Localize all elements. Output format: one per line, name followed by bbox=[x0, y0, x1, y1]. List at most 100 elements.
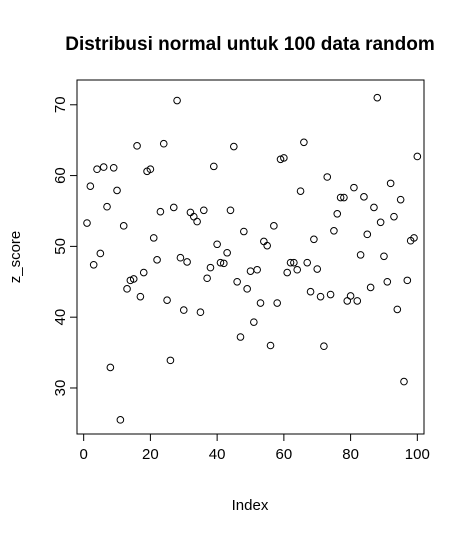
data-point bbox=[223, 248, 231, 257]
data-point bbox=[403, 276, 412, 285]
data-point bbox=[109, 163, 118, 172]
data-point bbox=[356, 251, 365, 259]
data-point bbox=[296, 187, 305, 195]
data-point bbox=[86, 182, 95, 190]
y-tick-label: 60 bbox=[52, 167, 69, 184]
data-point bbox=[96, 249, 105, 258]
data-point bbox=[380, 252, 388, 261]
data-point bbox=[169, 203, 178, 212]
data-point bbox=[196, 308, 205, 317]
data-point bbox=[159, 139, 168, 148]
data-point bbox=[240, 227, 248, 236]
data-point bbox=[179, 306, 188, 314]
chart-title: Distribusi normal untuk 100 data random bbox=[65, 34, 435, 55]
data-point bbox=[280, 154, 288, 162]
data-point bbox=[413, 152, 422, 161]
data-point bbox=[250, 318, 258, 326]
data-point bbox=[273, 299, 281, 307]
data-point bbox=[266, 341, 275, 350]
data-point bbox=[330, 227, 338, 235]
data-point bbox=[366, 283, 375, 292]
data-point bbox=[209, 162, 218, 171]
y-tick-label: 50 bbox=[52, 238, 69, 255]
y-tick-label: 70 bbox=[52, 96, 69, 113]
data-point bbox=[129, 275, 138, 283]
data-point bbox=[99, 163, 108, 171]
data-point bbox=[166, 356, 175, 365]
data-point bbox=[106, 363, 115, 372]
data-point bbox=[163, 296, 171, 304]
data-point bbox=[216, 258, 225, 267]
data-point bbox=[323, 173, 332, 181]
data-point bbox=[353, 297, 362, 305]
data-point bbox=[186, 208, 195, 217]
data-point bbox=[136, 292, 145, 301]
data-point bbox=[336, 193, 345, 202]
data-point bbox=[326, 290, 335, 299]
data-point bbox=[149, 234, 158, 242]
data-point bbox=[126, 276, 135, 285]
x-tick-label: 20 bbox=[142, 446, 159, 463]
data-point bbox=[373, 93, 382, 102]
data-point bbox=[156, 207, 165, 216]
data-point bbox=[213, 240, 221, 249]
data-point bbox=[220, 259, 228, 268]
x-tick-label: 60 bbox=[276, 446, 293, 463]
data-point bbox=[233, 277, 241, 286]
data-point bbox=[350, 183, 358, 192]
data-point bbox=[276, 155, 285, 164]
data-point bbox=[93, 165, 101, 174]
data-point bbox=[370, 203, 378, 212]
data-point bbox=[153, 256, 161, 264]
data-point bbox=[300, 138, 308, 147]
data-point bbox=[360, 193, 368, 201]
x-tick-label: 40 bbox=[209, 446, 226, 463]
data-point bbox=[176, 253, 185, 262]
data-point bbox=[290, 258, 298, 267]
x-axis-label: Index bbox=[232, 497, 269, 514]
data-point bbox=[320, 342, 328, 351]
plot-frame bbox=[76, 79, 425, 435]
data-point bbox=[199, 206, 208, 215]
x-axis: 0 20 40 60 80 100 bbox=[80, 433, 430, 463]
data-point bbox=[123, 285, 131, 293]
data-point bbox=[206, 263, 215, 272]
data-point bbox=[139, 268, 148, 277]
data-point bbox=[119, 222, 128, 230]
data-point bbox=[333, 210, 342, 218]
data-point bbox=[146, 165, 155, 174]
data-point bbox=[236, 333, 245, 341]
data-point bbox=[263, 241, 271, 250]
data-point bbox=[393, 305, 402, 314]
data-point bbox=[270, 222, 278, 230]
y-axis: 30 40 50 60 70 bbox=[52, 96, 78, 397]
data-point bbox=[253, 265, 261, 274]
data-point bbox=[363, 230, 372, 239]
data-point bbox=[226, 206, 235, 215]
y-axis-label: z_score bbox=[7, 231, 24, 284]
data-point bbox=[133, 142, 141, 150]
x-tick-label: 0 bbox=[80, 446, 88, 463]
data-point bbox=[310, 235, 318, 244]
data-point bbox=[316, 292, 325, 301]
data-point bbox=[293, 265, 302, 274]
data-point bbox=[283, 268, 292, 277]
data-point bbox=[346, 292, 355, 300]
data-point bbox=[400, 377, 408, 386]
data-point bbox=[183, 258, 191, 266]
data-point bbox=[89, 260, 98, 269]
y-tick-label: 30 bbox=[52, 380, 69, 397]
data-point bbox=[286, 258, 295, 267]
data-point bbox=[203, 274, 211, 283]
data-points bbox=[83, 93, 422, 424]
data-point bbox=[230, 142, 238, 151]
data-point bbox=[396, 195, 405, 204]
x-tick-label: 80 bbox=[342, 446, 359, 463]
data-point bbox=[193, 217, 201, 226]
data-point bbox=[246, 267, 255, 275]
data-point bbox=[103, 202, 111, 211]
y-tick-label: 40 bbox=[52, 309, 69, 326]
data-point bbox=[376, 218, 385, 227]
data-point bbox=[303, 258, 312, 267]
